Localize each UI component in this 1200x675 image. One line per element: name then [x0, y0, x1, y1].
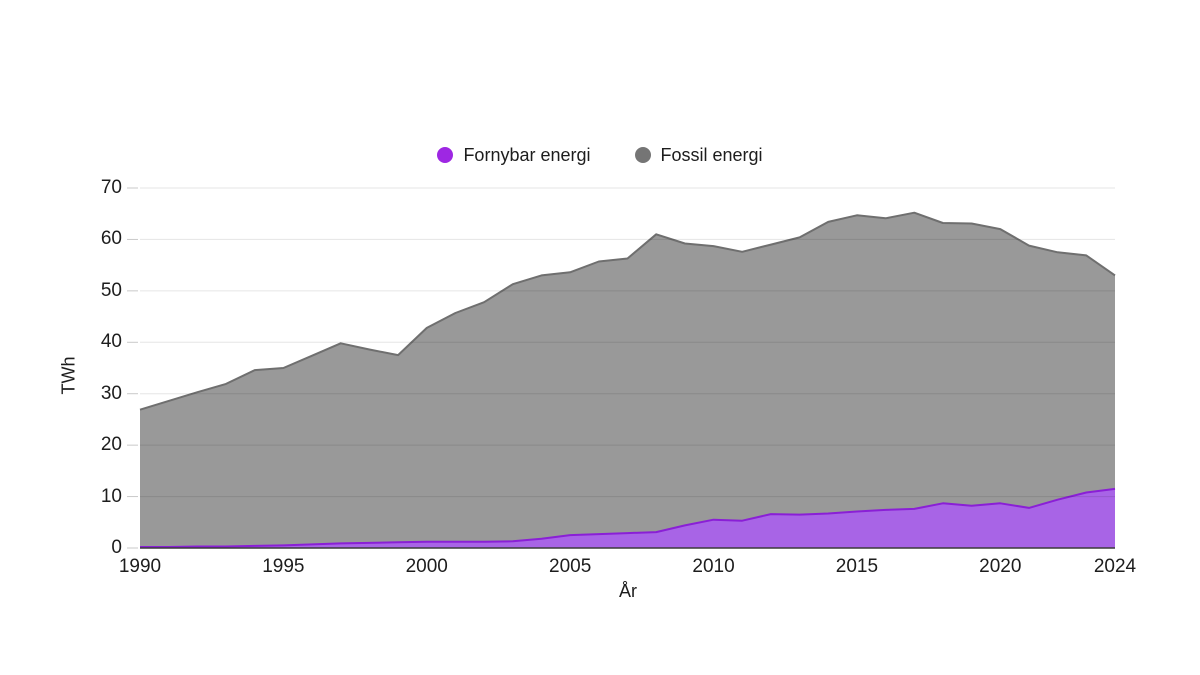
legend-item-fornybar-energi[interactable]: Fornybar energi — [437, 144, 591, 166]
legend-item-fossil-energi[interactable]: Fossil energi — [634, 144, 763, 166]
y-tick-label-40: 40 — [100, 331, 122, 353]
y-tick-label-60: 60 — [100, 228, 122, 250]
x-tick-label-2024: 2024 — [1093, 556, 1137, 577]
y-tick-label-30: 30 — [100, 382, 122, 404]
legend: Fornybar energi Fossil energi — [0, 139, 1200, 171]
y-tick-label-10: 10 — [100, 485, 122, 507]
y-tick-label-20: 20 — [100, 434, 122, 456]
x-tick-label-2020: 2020 — [979, 556, 1022, 577]
fossil-energi-dot-icon — [634, 147, 651, 163]
y-tick-label-70: 70 — [100, 177, 122, 198]
x-tick-label-2010: 2010 — [692, 556, 735, 577]
y-axis-title: TWh — [58, 356, 79, 395]
y-tick-label-0: 0 — [111, 537, 122, 558]
x-tick-label-2015: 2015 — [835, 556, 879, 577]
x-tick-label-1990: 1990 — [118, 556, 162, 577]
x-tick-label-2005: 2005 — [549, 556, 592, 577]
x-tick-label-1995: 1995 — [262, 556, 305, 577]
x-tick-label-2000: 2000 — [405, 556, 448, 577]
y-tick-label-50: 50 — [100, 279, 122, 301]
legend-label-fornybar-energi: Fornybar energi — [463, 144, 591, 165]
x-axis-title: År — [619, 581, 637, 601]
fornybar-energi-dot-icon — [437, 147, 454, 163]
legend-label-fossil-energi: Fossil energi — [660, 144, 763, 165]
